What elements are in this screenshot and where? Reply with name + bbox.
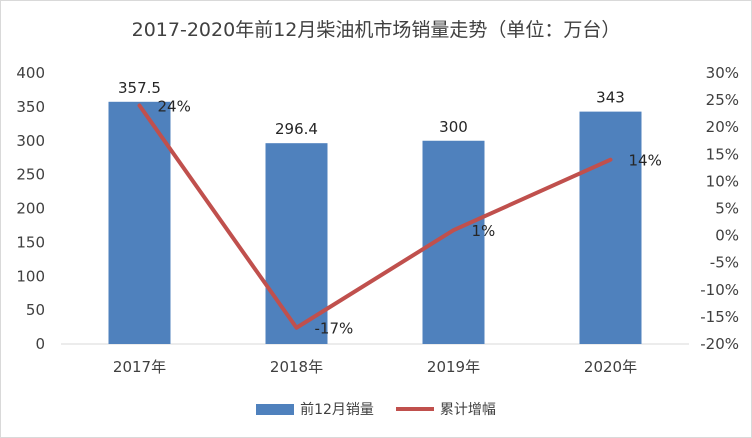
right-tick-label: 30% xyxy=(706,64,739,82)
left-tick-label: 300 xyxy=(16,132,45,150)
bar xyxy=(108,101,171,344)
left-tick-label: 100 xyxy=(16,267,45,285)
bar-value-label: 343 xyxy=(596,89,625,107)
bar-value-label: 300 xyxy=(439,118,468,136)
right-tick-label: 15% xyxy=(706,145,739,163)
right-tick-label: 0% xyxy=(715,227,739,245)
bar-value-label: 357.5 xyxy=(118,79,161,97)
category-label: 2017年 xyxy=(113,358,166,376)
line-value-label: 24% xyxy=(158,98,191,116)
left-tick-label: 250 xyxy=(16,166,45,184)
right-tick-label: 20% xyxy=(706,118,739,136)
legend-line-swatch xyxy=(395,407,434,411)
left-tick-label: 150 xyxy=(16,233,45,251)
bar xyxy=(265,143,328,344)
line-data-labels: 24% -17% 1% 14% xyxy=(158,98,662,338)
right-axis: -20% -15% -10% -5% 0% 5% 10% 15% 20% 25% 30% xyxy=(700,64,739,353)
left-axis: 0 50 100 150 200 250 300 350 400 xyxy=(16,64,45,353)
left-tick-label: 200 xyxy=(16,200,45,218)
right-tick-label: -5% xyxy=(710,254,739,272)
category-label: 2019年 xyxy=(427,358,480,376)
category-label: 2018年 xyxy=(270,358,323,376)
right-tick-label: -20% xyxy=(700,335,739,353)
legend: 前12月销量 累计增幅 xyxy=(1,399,751,419)
legend-bar-label: 前12月销量 xyxy=(300,402,374,418)
right-tick-label: 10% xyxy=(706,172,739,190)
growth-line xyxy=(137,103,613,330)
right-tick-label: 5% xyxy=(715,200,739,218)
line-value-label: 1% xyxy=(472,222,496,240)
left-tick-label: 50 xyxy=(26,301,45,319)
bar-data-labels: 357.5 296.4 300 343 xyxy=(118,79,625,138)
line-value-label: 14% xyxy=(629,152,662,170)
category-axis: 2017年 2018年 2019年 2020年 xyxy=(113,358,637,376)
right-tick-label: 25% xyxy=(706,91,739,109)
left-tick-label: 0 xyxy=(35,335,45,353)
left-tick-label: 400 xyxy=(16,64,45,82)
chart-title: 2017-2020年前12月柴油机市场销量走势（单位：万台） xyxy=(131,19,621,41)
bar-series xyxy=(108,101,642,345)
right-tick-label: -10% xyxy=(700,281,739,299)
left-tick-label: 350 xyxy=(16,98,45,116)
bar-value-label: 296.4 xyxy=(275,120,318,138)
right-tick-label: -15% xyxy=(700,308,739,326)
legend-bar-swatch xyxy=(256,403,295,415)
legend-line-label: 累计增幅 xyxy=(439,402,496,418)
category-label: 2020年 xyxy=(584,358,637,376)
legend-item-bar: 前12月销量 xyxy=(256,399,374,419)
line-series xyxy=(137,103,613,330)
legend-item-line: 累计增幅 xyxy=(395,399,496,419)
line-value-label: -17% xyxy=(315,320,354,338)
chart-plot: 0 50 100 150 200 250 300 350 400 -20% -15% -10% -5%… xyxy=(16,64,739,376)
bar xyxy=(579,111,642,345)
